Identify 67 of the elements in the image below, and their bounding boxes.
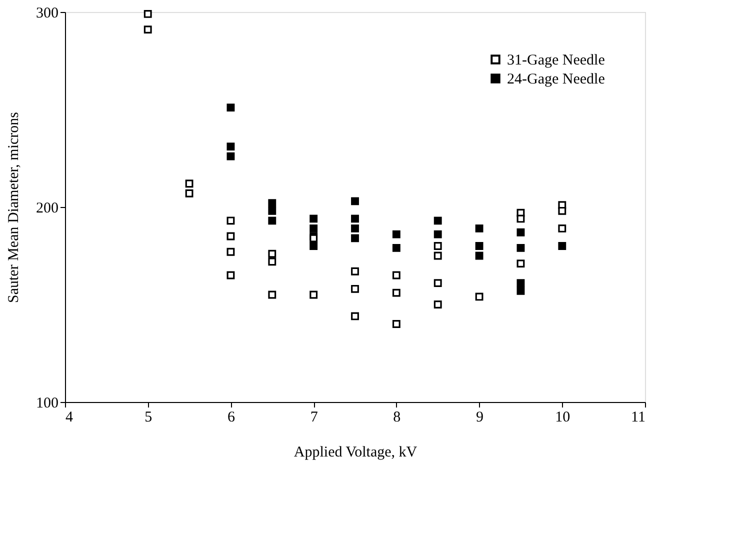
point [310, 224, 318, 232]
point [268, 258, 276, 266]
point [475, 252, 484, 260]
point [268, 290, 276, 299]
y-tick-label: 100 [36, 396, 58, 412]
point [516, 260, 525, 268]
point [351, 267, 359, 276]
point [434, 300, 442, 308]
point [144, 26, 152, 34]
point [226, 152, 235, 160]
point [226, 216, 235, 225]
point [516, 214, 525, 223]
x-tick-label: 7 [310, 410, 318, 426]
y-axis-title: Sauter Mean Diameter, microns [6, 112, 22, 304]
point [226, 248, 235, 256]
point [392, 320, 400, 328]
y-tick-label: 300 [36, 6, 58, 22]
x-tick-label: 5 [144, 410, 152, 426]
point [268, 206, 276, 215]
point [558, 206, 566, 215]
point [226, 232, 235, 240]
x-tick-label: 6 [227, 410, 236, 426]
point [310, 242, 318, 250]
point [226, 104, 235, 112]
point [226, 271, 235, 280]
point [392, 271, 400, 280]
point [434, 230, 442, 238]
point [434, 252, 442, 260]
point [268, 199, 276, 208]
point [434, 279, 442, 288]
point [475, 224, 484, 232]
point [434, 216, 442, 225]
point [268, 216, 276, 225]
point [434, 242, 442, 250]
point [144, 10, 152, 18]
point [310, 290, 318, 299]
point [475, 292, 484, 301]
point [351, 224, 359, 232]
point [226, 142, 235, 151]
x-tick-label: 8 [393, 410, 401, 426]
point [392, 230, 400, 238]
point [351, 214, 359, 223]
y-tick-label: 200 [36, 200, 58, 216]
point [475, 242, 484, 250]
point [351, 197, 359, 206]
legend-label: 31-Gage Needle [507, 52, 606, 68]
x-tick-label: 4 [66, 410, 74, 426]
point [516, 244, 525, 252]
legend-label: 24-Gage Needle [507, 72, 606, 88]
point [516, 286, 525, 295]
point [185, 180, 194, 188]
point [516, 228, 525, 236]
x-tick-label: 9 [476, 410, 484, 426]
point [558, 242, 566, 250]
point [185, 189, 194, 198]
point [516, 279, 525, 288]
point [268, 250, 276, 258]
x-tick-label: 11 [631, 410, 646, 426]
point [392, 288, 400, 297]
x-axis-title: Applied Voltage, kV [294, 444, 418, 460]
point [351, 234, 359, 242]
point [310, 214, 318, 223]
point [392, 244, 400, 252]
point [558, 224, 566, 232]
point [351, 284, 359, 293]
point [351, 312, 359, 320]
x-tick-label: 10 [555, 410, 570, 426]
